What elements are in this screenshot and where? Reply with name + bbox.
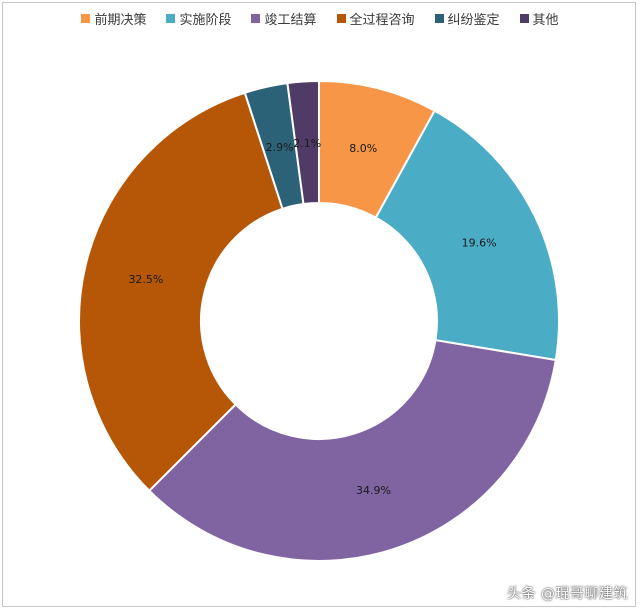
- legend: 前期决策 实施阶段 竣工结算 全过程咨询 纠纷鉴定 其他: [0, 9, 640, 28]
- data-label: 2.1%: [293, 137, 321, 150]
- legend-item: 竣工结算: [251, 9, 317, 28]
- data-label: 32.5%: [128, 273, 163, 286]
- legend-label: 竣工结算: [264, 13, 317, 28]
- donut-slice: [147, 339, 557, 562]
- legend-label: 其他: [532, 13, 559, 28]
- legend-swatch: [166, 14, 176, 23]
- legend-item: 其他: [519, 9, 559, 28]
- watermark: 头条 @琨哥聊建筑: [507, 586, 628, 602]
- data-label: 8.0%: [349, 142, 377, 155]
- legend-item: 前期决策: [81, 9, 146, 28]
- legend-swatch: [519, 14, 529, 23]
- data-label: 2.9%: [266, 141, 294, 154]
- legend-label: 实施阶段: [179, 13, 232, 28]
- donut-slice: [286, 79, 320, 206]
- data-label: 19.6%: [462, 237, 497, 250]
- legend-label: 前期决策: [94, 13, 147, 28]
- donut-slice: [374, 109, 560, 362]
- legend-item: 全过程咨询: [336, 9, 415, 28]
- legend-item: 实施阶段: [166, 9, 231, 28]
- legend-item: 纠纷鉴定: [434, 9, 500, 28]
- legend-swatch: [336, 14, 346, 23]
- legend-swatch: [81, 14, 91, 23]
- donut-slice: [78, 91, 284, 493]
- legend-label: 纠纷鉴定: [447, 13, 500, 28]
- legend-label: 全过程咨询: [349, 13, 415, 28]
- legend-swatch: [434, 14, 444, 23]
- data-label: 34.9%: [356, 484, 391, 497]
- legend-swatch: [251, 14, 261, 23]
